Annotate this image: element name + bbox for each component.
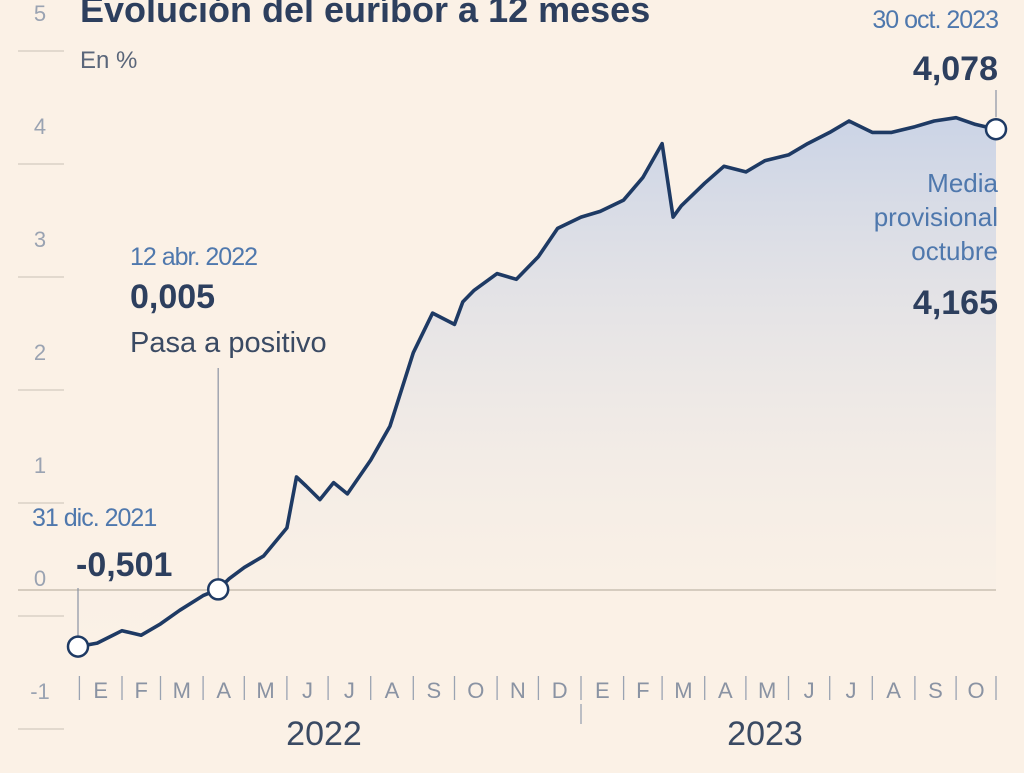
y-tick-label: 5 (34, 1, 46, 26)
x-tick-label: J (804, 678, 815, 703)
year-label-2023: 2023 (727, 715, 803, 753)
y-tick-label: 4 (34, 114, 46, 139)
y-axis-ticks: -1 0 1 2 3 4 5 (30, 1, 50, 704)
annotation-average-value: 4,165 (913, 284, 998, 322)
x-tick-label: J (302, 678, 313, 703)
x-tick-label: S (427, 678, 442, 703)
annotation-positive-date: 12 abr. 2022 (130, 243, 257, 271)
marker-start (66, 635, 90, 658)
year-label-2022: 2022 (286, 715, 362, 753)
x-tick-label: D (552, 678, 568, 703)
y-tick-label: 2 (34, 340, 46, 365)
series-area (78, 117, 996, 647)
x-tick-label: A (886, 678, 901, 703)
annotation-start-value: -0,501 (76, 546, 172, 584)
annotation-average-label-line1: Media (927, 168, 998, 198)
x-tick-label: J (846, 678, 857, 703)
y-tick-label: 1 (34, 453, 46, 478)
y-tick-label: 3 (34, 227, 46, 252)
series-line (76, 115, 998, 649)
x-tick-label: O (968, 678, 985, 703)
x-tick-label: E (93, 678, 108, 703)
x-tick-label: A (216, 678, 231, 703)
marker-end (984, 117, 1008, 141)
x-tick-label: S (928, 678, 943, 703)
annotation-end-date: 30 oct. 2023 (872, 6, 998, 34)
x-tick-label: F (636, 678, 649, 703)
x-tick-label: M (256, 678, 274, 703)
annotation-end-value: 4,078 (913, 50, 998, 88)
x-tick-label: M (758, 678, 776, 703)
x-tick-label: E (595, 678, 610, 703)
x-tick-label: O (467, 678, 484, 703)
annotation-average-label-line3: octubre (911, 236, 998, 266)
chart-title: Evolución del euríbor a 12 meses (80, 0, 650, 30)
x-tick-label: A (718, 678, 733, 703)
x-tick-label: F (134, 678, 147, 703)
annotation-positive-value: 0,005 (130, 278, 215, 316)
annotation-positive-note: Pasa a positivo (130, 327, 327, 359)
marker-positive (206, 578, 230, 601)
annotation-markers (66, 117, 1008, 658)
x-tick-label: M (674, 678, 692, 703)
y-tick-label: 0 (34, 566, 46, 591)
y-tick-label: -1 (30, 679, 50, 704)
x-tick-label: N (510, 678, 526, 703)
x-tick-label: M (173, 678, 191, 703)
x-tick-label: J (344, 678, 355, 703)
annotation-average-label-line2: provisional (874, 202, 998, 232)
annotation-start-date: 31 dic. 2021 (32, 504, 156, 532)
x-tick-label: A (385, 678, 400, 703)
chart-subtitle: En % (80, 47, 137, 74)
gridlines (18, 50, 64, 730)
